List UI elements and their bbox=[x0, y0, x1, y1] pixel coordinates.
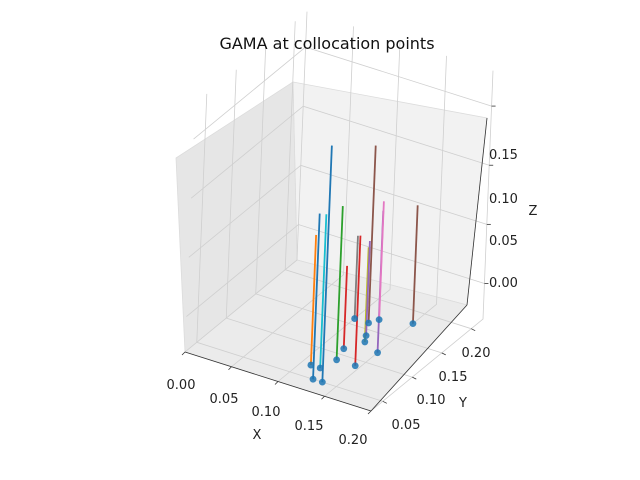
gama-stem-line bbox=[412, 205, 419, 324]
gama-stem-line bbox=[319, 214, 328, 369]
gama-stem-line bbox=[321, 145, 333, 383]
gama-stem-line bbox=[309, 234, 318, 366]
x-tick-label: 0.20 bbox=[339, 433, 368, 448]
collocation-point-marker bbox=[309, 375, 317, 383]
collocation-point-marker bbox=[374, 349, 381, 357]
gama-stem-line bbox=[335, 206, 344, 360]
y-tick-mark bbox=[441, 352, 446, 356]
gama-stem-line bbox=[342, 265, 348, 349]
collocation-point-marker bbox=[307, 361, 315, 369]
y-tick-label: 0.10 bbox=[417, 393, 446, 408]
y-tick-label: 0.05 bbox=[392, 418, 421, 433]
z-tick-label: 0.10 bbox=[489, 192, 518, 207]
y-tick-mark bbox=[471, 328, 476, 332]
x-tick-mark bbox=[228, 366, 232, 371]
collocation-point-marker bbox=[361, 338, 369, 346]
y-tick-label: 0.20 bbox=[462, 346, 491, 361]
y-grid-line bbox=[284, 21, 472, 330]
x-grid-line bbox=[277, 41, 401, 382]
collocation-point-marker bbox=[365, 319, 372, 327]
x-tick-label: 0.10 bbox=[252, 405, 281, 420]
collocation-point-marker bbox=[340, 345, 348, 353]
collocation-point-marker bbox=[351, 315, 359, 322]
z-tick-label: 0.00 bbox=[489, 276, 518, 291]
y-tick-mark bbox=[382, 400, 387, 404]
collocation-point-marker bbox=[316, 364, 324, 372]
collocation-point-marker bbox=[362, 332, 370, 340]
y-grid-line bbox=[225, 69, 413, 378]
gama-stem-line bbox=[378, 201, 385, 320]
gama-stem-line bbox=[365, 240, 371, 336]
x-grid-line bbox=[324, 55, 447, 397]
collocation-point-marker bbox=[409, 320, 417, 328]
z-grid-line bbox=[190, 105, 490, 199]
z-tick-label: 0.15 bbox=[489, 148, 518, 163]
collocation-point-marker bbox=[351, 362, 359, 370]
x-grid-line bbox=[231, 26, 354, 368]
gama-stem-line bbox=[312, 213, 321, 380]
gama-stem-line bbox=[353, 235, 359, 319]
z-axis-label: Z bbox=[529, 204, 538, 219]
data-layer bbox=[307, 145, 419, 386]
chart-title: GAMA at collocation points bbox=[219, 34, 434, 53]
z-grid-line bbox=[186, 224, 485, 317]
gama-stem-line bbox=[363, 247, 370, 342]
y-grid-line bbox=[255, 45, 442, 354]
y-tick-label: 0.15 bbox=[439, 370, 468, 385]
y-axis-line bbox=[370, 304, 468, 412]
x-tick-mark bbox=[321, 395, 325, 400]
z-grid-line bbox=[193, 46, 492, 140]
y-tick-mark bbox=[412, 376, 417, 380]
x-tick-label: 0.00 bbox=[167, 378, 196, 393]
collocation-point-marker bbox=[375, 316, 383, 324]
x-grid-line bbox=[370, 70, 494, 412]
tick-marks bbox=[181, 105, 496, 415]
x-axis-label: X bbox=[253, 428, 262, 443]
z-axis-line bbox=[466, 117, 488, 306]
collocation-point-marker bbox=[333, 356, 341, 364]
gama-stem-line bbox=[367, 145, 377, 324]
x-tick-mark bbox=[181, 351, 186, 356]
z-grid-line bbox=[188, 164, 487, 258]
collocation-point-marker bbox=[318, 378, 326, 386]
x-tick-mark bbox=[274, 381, 279, 385]
y-axis-label: Y bbox=[458, 396, 467, 411]
grid-lines bbox=[184, 11, 494, 412]
x-tick-label: 0.05 bbox=[210, 392, 239, 407]
x-grid-line bbox=[184, 11, 308, 353]
x-tick-mark bbox=[367, 410, 372, 415]
z-tick-label: 0.05 bbox=[489, 234, 518, 249]
x-tick-label: 0.15 bbox=[295, 419, 324, 434]
gama-stem-line bbox=[354, 235, 362, 366]
